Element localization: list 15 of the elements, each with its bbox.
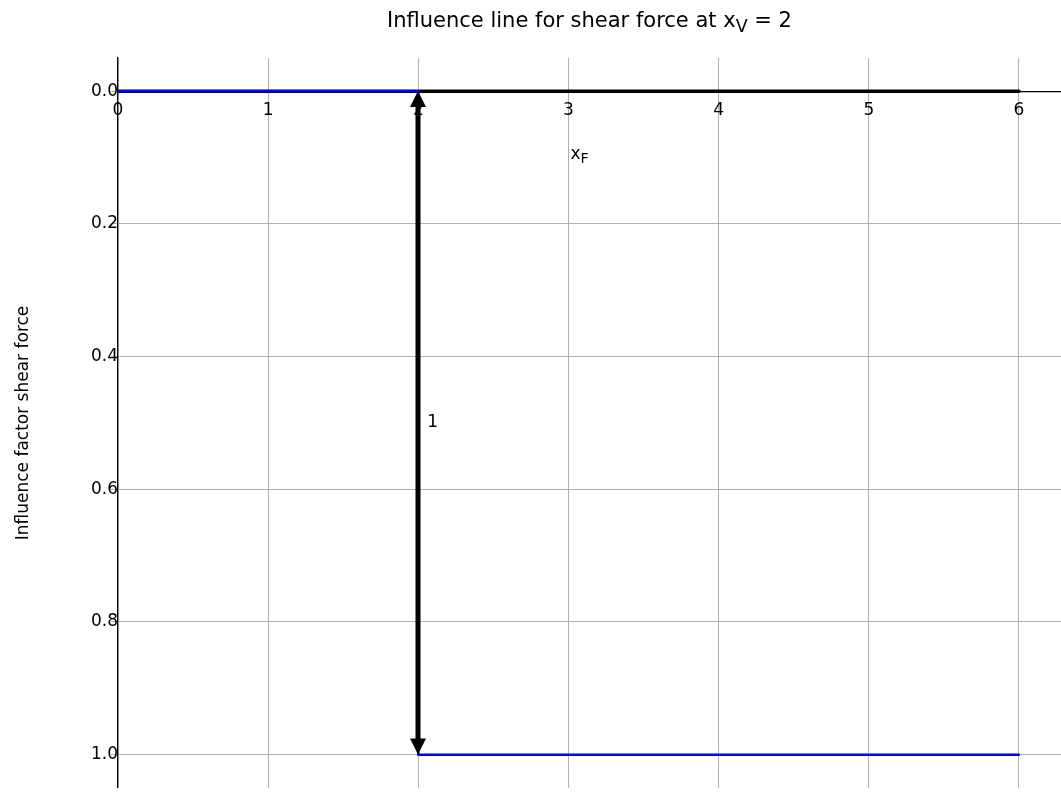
y-tick-label: 0.4	[90, 344, 118, 365]
chart-title: Influence line for shear force at x$_{V}$ = 2	[386, 8, 793, 37]
y-tick-label: 0.8	[90, 610, 118, 631]
y-tick-label: 0.6	[90, 477, 118, 498]
x-tick-label: 6	[1013, 98, 1025, 119]
x-tick-label: 5	[863, 98, 875, 119]
y-axis-title: Influence factor shear force	[12, 305, 32, 541]
x-tick-label: 1	[262, 98, 274, 119]
x-tick-label: 3	[563, 98, 574, 119]
x-axis-title: x$_{F}$	[570, 143, 589, 167]
y-tick-label: 1.0	[90, 743, 118, 764]
y-tick-label: 0.0	[90, 79, 118, 100]
annotation: 1	[427, 411, 439, 432]
x-tick-label: 4	[713, 98, 725, 119]
y-tick-label: 0.2	[90, 212, 118, 233]
